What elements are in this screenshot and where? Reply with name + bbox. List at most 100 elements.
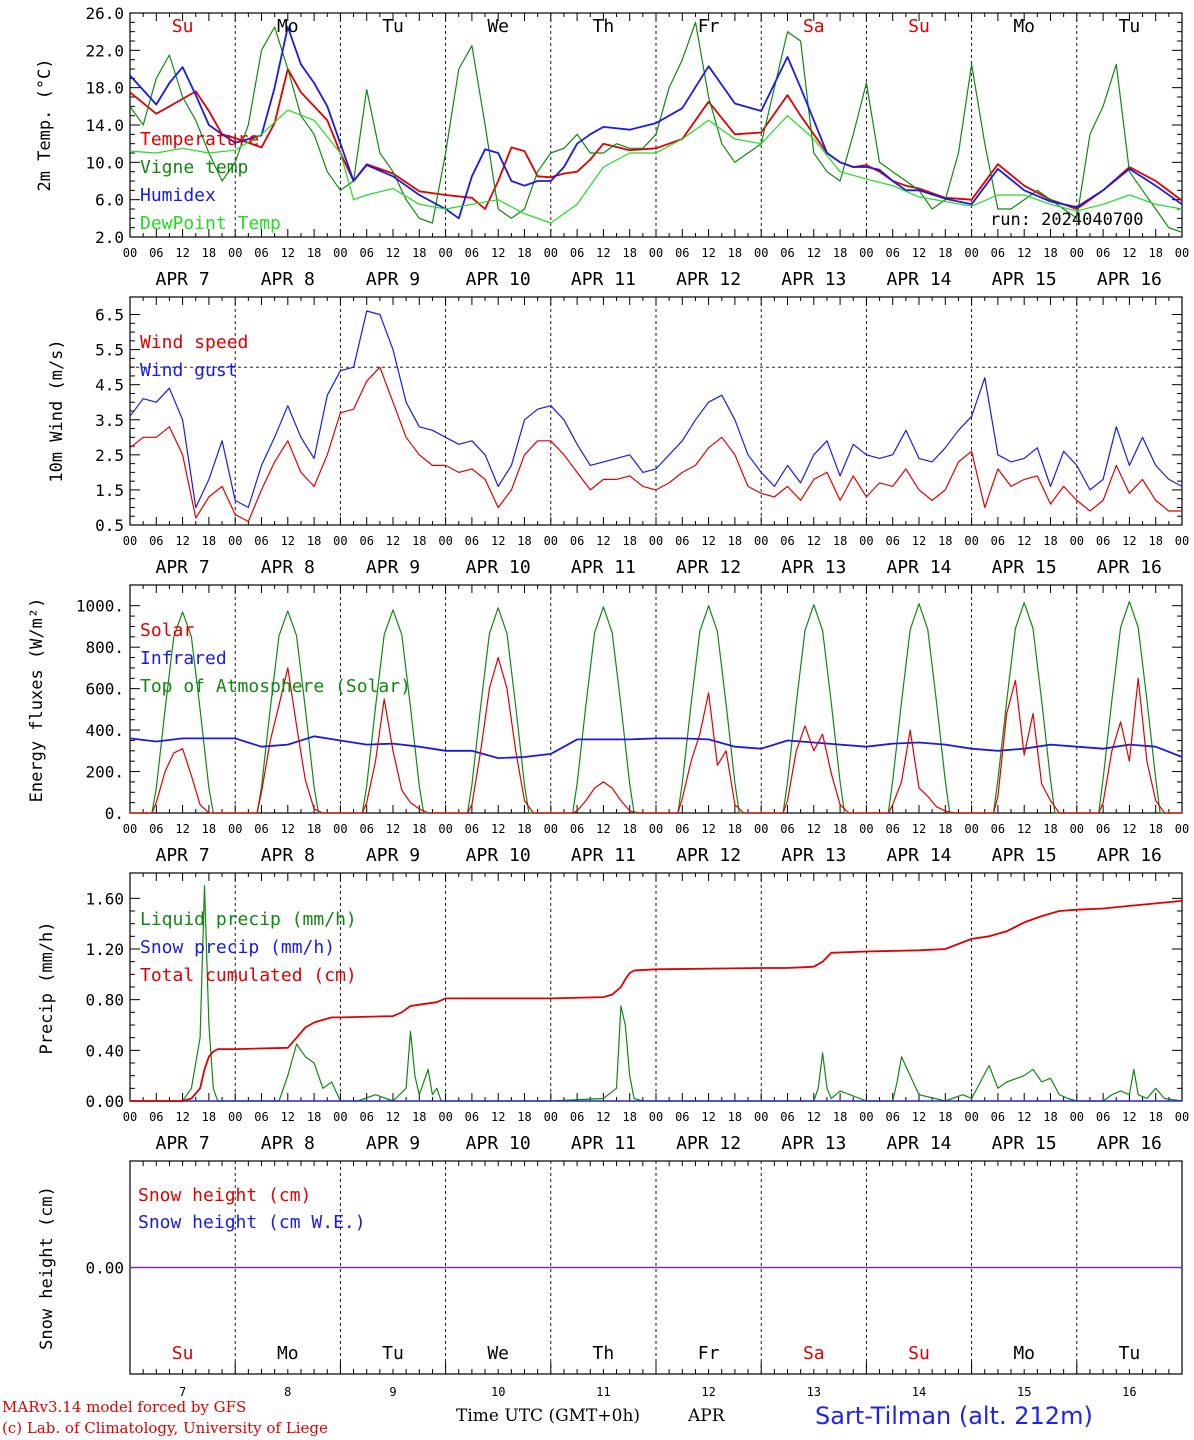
day-number-label: 12 — [701, 1385, 715, 1399]
day-number-label: 7 — [179, 1385, 186, 1399]
wind-date-label: APR 15 — [992, 557, 1057, 578]
wind-y-axis-label: 10m Wind (m/s) — [47, 339, 67, 482]
precip-legend-entry: Snow precip (mm/h) — [140, 937, 335, 958]
precip-hour-label: 00 — [964, 1110, 978, 1124]
energy-hour-label: 00 — [649, 822, 663, 836]
precip-hour-label: 18 — [938, 1110, 952, 1124]
wind-hour-label: 00 — [228, 534, 242, 548]
energy-hour-label: 18 — [728, 822, 742, 836]
wind-hour-label: 00 — [1175, 534, 1189, 548]
energy-hour-label: 06 — [465, 822, 479, 836]
wind-hour-label: 06 — [991, 534, 1005, 548]
wind-hour-label: 06 — [1096, 534, 1110, 548]
energy-hour-label: 00 — [544, 822, 558, 836]
energy-hour-label: 00 — [964, 822, 978, 836]
energy-hour-label: 18 — [938, 822, 952, 836]
temp-hour-label: 00 — [228, 246, 242, 260]
wind-date-label: APR 10 — [466, 557, 531, 578]
temp-frame — [129, 12, 1183, 238]
temp-hour-label: 00 — [1175, 246, 1189, 260]
precip-y-tick-label: 0.00 — [85, 1092, 124, 1111]
precip-hour-label: 12 — [807, 1110, 821, 1124]
temp-hour-label: 12 — [281, 246, 295, 260]
energy-hour-label: 06 — [675, 822, 689, 836]
wind-date-label: APR 7 — [156, 557, 210, 578]
energy-hour-label: 06 — [1096, 822, 1110, 836]
precip-hour-label: 18 — [202, 1110, 216, 1124]
wind-hour-label: 00 — [123, 534, 137, 548]
precip-hour-label: 00 — [438, 1110, 452, 1124]
energy-hour-label: 12 — [175, 822, 189, 836]
energy-hour-label: 00 — [754, 822, 768, 836]
snow-y-axis-label: Snow height (cm) — [37, 1186, 57, 1350]
temp-hour-label: 12 — [912, 246, 926, 260]
energy-hour-label: 06 — [359, 822, 373, 836]
precip-hour-label: 12 — [912, 1110, 926, 1124]
weekday-label-bottom: Tu — [382, 1343, 404, 1364]
precip-hour-label: 12 — [281, 1110, 295, 1124]
precip-date-label: APR 12 — [676, 1133, 741, 1154]
precip-hour-label: 06 — [570, 1110, 584, 1124]
temp-hour-label: 06 — [254, 246, 268, 260]
temp-hour-label: 06 — [885, 246, 899, 260]
wind-hour-label: 00 — [649, 534, 663, 548]
temp-legend-entry: DewPoint Temp — [140, 213, 281, 234]
temp-y-tick-label: 26.0 — [85, 4, 124, 23]
precip-y-tick-label: 0.80 — [85, 991, 124, 1010]
energy-hour-label: 12 — [386, 822, 400, 836]
temp-series-vigne-temp — [129, 21, 1183, 233]
energy-date-label: APR 11 — [571, 845, 636, 866]
weekday-label-top: Tu — [382, 16, 404, 37]
energy-y-tick-label: 600. — [85, 680, 124, 699]
temp-hour-label: 18 — [517, 246, 531, 260]
energy-y-axis-label: Energy fluxes (W/m²) — [27, 598, 47, 803]
precip-y-axis-label: Precip (mm/h) — [37, 921, 57, 1054]
day-number-label: 16 — [1122, 1385, 1136, 1399]
wind-hour-label: 12 — [701, 534, 715, 548]
energy-date-label: APR 14 — [886, 845, 951, 866]
energy-hour-label: 12 — [596, 822, 610, 836]
wind-y-tick-label: 0.5 — [95, 516, 124, 535]
energy-hour-label: 00 — [438, 822, 452, 836]
run-label: run: 2024040700 — [990, 210, 1144, 230]
snow-legend-entry: Snow height (cm W.E.) — [138, 1212, 366, 1233]
wind-date-label: APR 14 — [886, 557, 951, 578]
energy-hour-label: 18 — [1148, 822, 1162, 836]
precip-hour-label: 18 — [412, 1110, 426, 1124]
wind-y-tick-label: 6.5 — [95, 306, 124, 325]
precip-date-label: APR 7 — [156, 1133, 210, 1154]
energy-date-label: APR 12 — [676, 845, 741, 866]
precip-hour-label: 00 — [228, 1110, 242, 1124]
energy-hour-label: 00 — [228, 822, 242, 836]
temp-hour-label: 18 — [412, 246, 426, 260]
weekday-label-top: Mo — [1013, 16, 1035, 37]
temp-date-label: APR 16 — [1097, 269, 1162, 290]
day-number-label: 8 — [284, 1385, 291, 1399]
temp-hour-label: 18 — [728, 246, 742, 260]
precip-date-label: APR 14 — [886, 1133, 951, 1154]
wind-hour-label: 18 — [938, 534, 952, 548]
energy-hour-label: 12 — [912, 822, 926, 836]
precip-date-label: APR 13 — [781, 1133, 846, 1154]
weekday-label-top: Fr — [698, 16, 720, 37]
temp-hour-label: 12 — [1017, 246, 1031, 260]
precip-series-total-cumulated-cm — [130, 900, 1183, 1102]
temp-series-temperature — [129, 68, 1183, 210]
wind-date-label: APR 11 — [571, 557, 636, 578]
temp-y-tick-label: 22.0 — [85, 41, 124, 60]
day-number-label: 15 — [1017, 1385, 1031, 1399]
energy-date-label: APR 16 — [1097, 845, 1162, 866]
wind-hour-label: 06 — [570, 534, 584, 548]
wind-hour-label: 12 — [175, 534, 189, 548]
energy-hour-label: 00 — [859, 822, 873, 836]
wind-y-tick-label: 4.5 — [95, 376, 124, 395]
energy-hour-label: 18 — [202, 822, 216, 836]
temp-hour-label: 18 — [1148, 246, 1162, 260]
wind-date-label: APR 8 — [261, 557, 315, 578]
wind-y-tick-label: 2.5 — [95, 446, 124, 465]
weekday-label-bottom: Su — [172, 1343, 194, 1364]
precip-hour-label: 18 — [833, 1110, 847, 1124]
wind-hour-label: 06 — [675, 534, 689, 548]
wind-hour-label: 18 — [517, 534, 531, 548]
footer-model-credit: MARv3.14 model forced by GFS — [2, 1398, 247, 1416]
